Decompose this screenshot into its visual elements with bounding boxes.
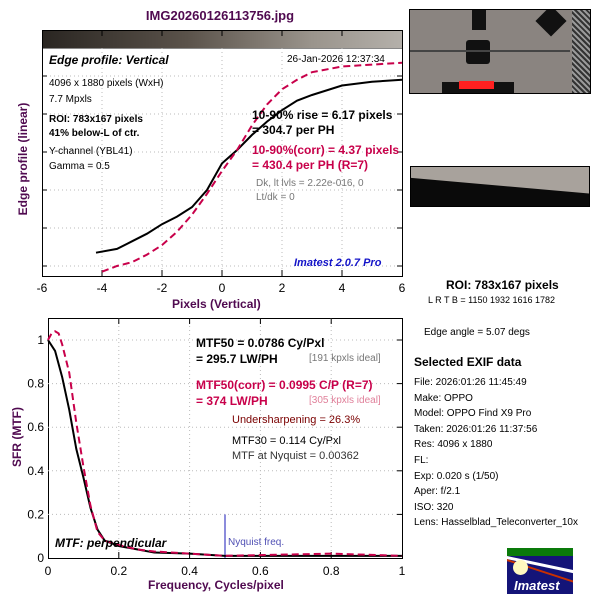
x-tick-label: 4 xyxy=(339,281,346,295)
roi-title: ROI: 783x167 pixels xyxy=(446,278,559,292)
y-tick-label: 1 xyxy=(37,333,44,347)
edge-roi-image xyxy=(410,166,590,207)
edge-heading: Edge profile: Vertical xyxy=(49,53,169,67)
roi-highlight xyxy=(459,81,494,89)
mtf50-corr: MTF50(corr) = 0.0995 C/P (R=7) xyxy=(196,378,373,392)
exif-title: Selected EXIF data xyxy=(414,355,522,369)
mtf-x-label: Frequency, Cycles/pixel xyxy=(148,578,284,592)
x-tick-label: 0.8 xyxy=(323,564,340,578)
y-tick-label: 0.6 xyxy=(27,420,44,434)
mtf-y-label: SFR (MTF) xyxy=(10,407,24,467)
logo-text: Imatest xyxy=(514,578,560,593)
timestamp: 26-Jan-2026 12:37:34 xyxy=(287,54,385,65)
exif-row: Model: OPPO Find X9 Pro xyxy=(414,408,532,420)
series-edge xyxy=(95,78,403,254)
mtf50-lwph: = 295.7 LW/PH xyxy=(196,352,278,366)
exif-row: Make: OPPO xyxy=(414,392,473,404)
exif-row: File: 2026:01:26 11:45:49 xyxy=(414,377,527,388)
exif-row: Res: 4096 x 1880 xyxy=(414,439,493,451)
exif-row: Taken: 2026:01:26 11:37:56 xyxy=(414,423,538,435)
chart-thumbnail xyxy=(409,9,591,94)
x-tick-label: -2 xyxy=(157,281,168,295)
roi-location: 41% below-L of ctr. xyxy=(49,128,140,139)
mtf-footer: MTF: perpendicular xyxy=(55,536,167,550)
mtf50: MTF50 = 0.0786 Cy/Pxl xyxy=(196,336,325,350)
x-tick-label: 0.2 xyxy=(110,564,127,578)
y-tick-label: 0.8 xyxy=(27,377,44,391)
x-tick-label: 0.4 xyxy=(181,564,198,578)
exif-row: Exp: 0.020 s (1/50) xyxy=(414,470,499,482)
x-tick-label: -4 xyxy=(97,281,108,295)
exif-row: Aper: f/2.1 xyxy=(414,486,461,498)
edge-x-label: Pixels (Vertical) xyxy=(172,297,261,311)
y-tick-label: 0 xyxy=(37,551,44,565)
x-tick-label: 1 xyxy=(399,564,406,578)
rise-value: 10-90% rise = 6.17 pixels xyxy=(252,108,393,122)
light-dark-ratio: Lt/dk = 0 xyxy=(256,192,295,203)
exif-row: ISO: 320 xyxy=(414,501,454,513)
mtf50-corr-lwph: = 374 LW/PH xyxy=(196,394,268,408)
series-edge-corr- xyxy=(101,61,403,273)
series-MTF-corr- xyxy=(47,330,403,557)
edge-angle: Edge angle = 5.07 degs xyxy=(424,327,530,338)
channel: Y-channel (YBL41) xyxy=(49,146,133,157)
undersharpening: Undersharpening = 26.3% xyxy=(232,414,361,426)
y-tick-label: 0.2 xyxy=(27,507,44,521)
image-size: 4096 x 1880 pixels (WxH) xyxy=(49,78,164,89)
nyquist-label: Nyquist freq. xyxy=(228,537,285,548)
exif-row: Lens: Hasselblad_Teleconverter_10x xyxy=(414,517,578,529)
x-tick-label: 0 xyxy=(45,564,52,578)
mtf-nyquist: MTF at Nyquist = 0.00362 xyxy=(232,450,359,462)
x-tick-label: 2 xyxy=(279,281,286,295)
megapixels: 7.7 Mpxls xyxy=(49,94,92,105)
mtf50-ideal: [191 kpxls ideal] xyxy=(309,353,381,364)
exif-row: FL: xyxy=(414,455,429,466)
x-tick-label: 0.6 xyxy=(252,564,269,578)
mtf30: MTF30 = 0.114 Cy/Pxl xyxy=(232,435,341,447)
rise-per-ph: = 304.7 per PH xyxy=(252,123,335,137)
x-tick-label: 6 xyxy=(399,281,406,295)
levels: Dk, lt lvls = 2.22e-016, 0 xyxy=(256,178,364,189)
rise-corr-value: 10-90%(corr) = 4.37 pixels xyxy=(252,143,400,157)
roi-size: ROI: 783x167 pixels xyxy=(49,114,143,125)
roi-coords: L R T B = 1150 1932 1616 1782 xyxy=(428,295,556,305)
x-tick-label: 0 xyxy=(219,281,226,295)
image-title: IMG20260126113756.jpg xyxy=(145,8,295,23)
version-label: Imatest 2.0.7 Pro xyxy=(294,257,382,269)
rise-corr-per-ph: = 430.4 per PH (R=7) xyxy=(252,158,369,172)
y-tick-label: 0.4 xyxy=(27,464,44,478)
imatest-logo: Imatest xyxy=(507,548,573,594)
x-tick-label: -6 xyxy=(37,281,48,295)
gamma: Gamma = 0.5 xyxy=(49,161,110,172)
mtf50-corr-ideal: [305 kpxls ideal] xyxy=(309,395,381,406)
mtf-plot xyxy=(48,318,403,559)
